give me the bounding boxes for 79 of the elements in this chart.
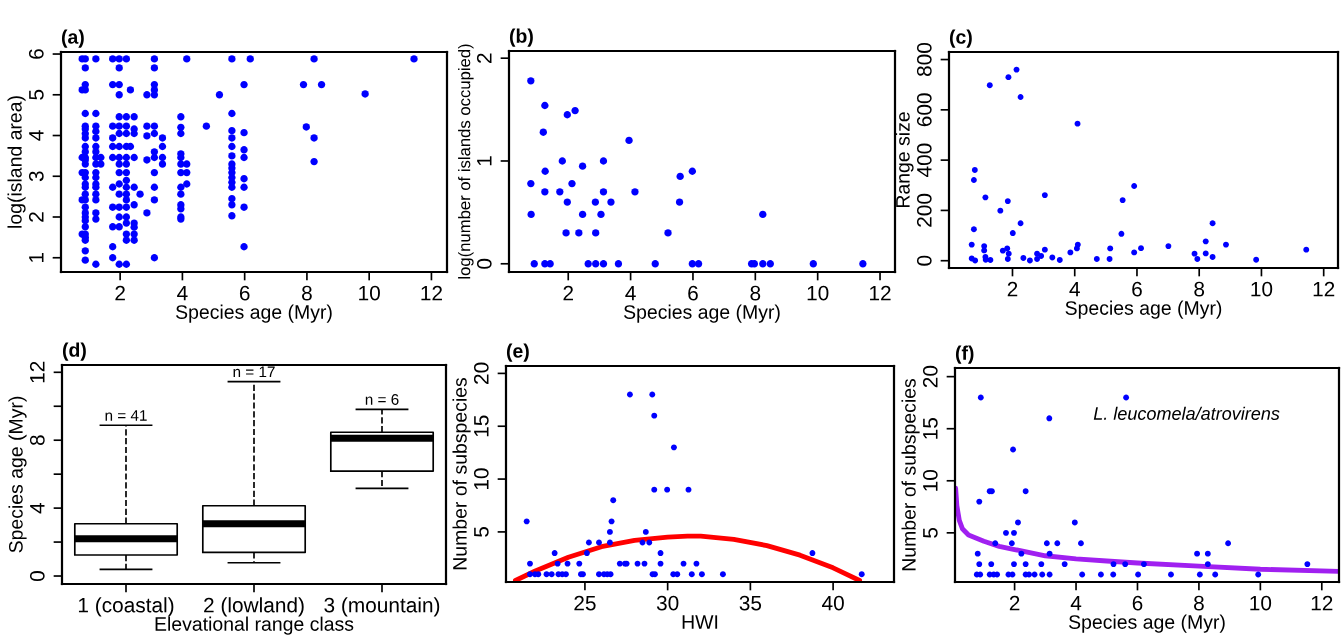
x-tick-label: 2	[1009, 595, 1020, 611]
y-tick-label: 12	[29, 361, 45, 383]
y-tick-label: 1	[477, 156, 492, 166]
y-tick-label: 200	[916, 193, 932, 227]
x-axis-title: Species age (Myr)	[176, 304, 332, 323]
chart-title: (b)	[509, 28, 533, 47]
x-tick-label: 10	[1250, 595, 1272, 611]
x-tick-label: 12	[421, 285, 442, 301]
x-tick-label: 40	[822, 595, 844, 611]
chart-title: (e)	[506, 343, 529, 362]
y-tick-label: 400	[916, 143, 932, 178]
chart-title: (d)	[62, 342, 86, 361]
y-tick-label: 10	[473, 468, 489, 490]
x-tick-label: 2 (lowland)	[204, 597, 304, 617]
x-tick-label: 6	[1132, 281, 1142, 297]
chart-title: (c)	[949, 29, 972, 48]
y-tick-label: 3	[28, 171, 44, 182]
x-axis-title: Species age (Myr)	[1069, 614, 1225, 633]
y-tick-label: 5	[923, 527, 938, 538]
y-tick-label: 5	[474, 526, 489, 537]
y-tick-label: 20	[473, 362, 489, 384]
x-tick-label: 2	[1007, 281, 1018, 297]
y-tick-label: 800	[916, 42, 932, 77]
y-tick-label: 0	[476, 258, 492, 269]
y-tick-label: 8	[29, 435, 45, 446]
x-axis-title: HWI	[682, 615, 718, 629]
x-tick-label: 6	[239, 285, 250, 301]
x-tick-label: 12	[1311, 595, 1333, 611]
y-tick-label: 1	[29, 252, 44, 262]
x-tick-label: 1 (coastal)	[78, 597, 174, 617]
x-tick-label: 4	[177, 285, 188, 301]
x-tick-label: 10	[807, 285, 829, 301]
x-tick-label: 30	[656, 595, 679, 611]
x-tick-label: 4	[1069, 281, 1080, 297]
x-tick-label: 10	[1251, 281, 1273, 297]
y-tick-label: 4	[30, 502, 45, 514]
x-axis-title: Species age (Myr)	[624, 304, 780, 323]
y-tick-label: 20	[922, 365, 938, 388]
chart-title: (a)	[61, 29, 84, 48]
y-tick-label: 2	[28, 212, 44, 222]
y-tick-label: 4	[29, 130, 44, 141]
y-axis-title: Species age (Myr)	[8, 396, 27, 553]
x-tick-label: 12	[1313, 281, 1335, 297]
x-tick-label: 2	[115, 285, 125, 301]
x-axis-title: Elevational range class	[155, 616, 354, 635]
annotation: n = 17	[233, 366, 275, 378]
y-axis-title: Range size	[895, 112, 914, 208]
x-tick-label: 25	[574, 595, 596, 611]
y-tick-label: 600	[916, 93, 932, 127]
y-tick-label: 15	[923, 418, 938, 439]
y-axis-title: log(island area)	[7, 96, 26, 228]
y-axis-title: log(number of islands occupied)	[458, 44, 474, 279]
x-tick-label: 4	[625, 285, 636, 301]
y-tick-label: 0	[916, 255, 932, 266]
x-tick-label: 2	[563, 285, 573, 301]
y-axis-title: Number of subspecies	[452, 377, 471, 570]
y-tick-label: 10	[922, 470, 938, 491]
x-tick-label: 6	[688, 285, 698, 301]
x-tick-label: 8	[302, 285, 312, 301]
annotation: L. leucomela/atrovirens	[1093, 406, 1280, 420]
y-tick-label: 6	[28, 49, 44, 59]
chart-title: (f)	[955, 345, 974, 364]
x-tick-label: 8	[1194, 595, 1204, 611]
x-tick-label: 12	[870, 285, 891, 301]
annotation: n = 6	[365, 394, 399, 405]
y-tick-label: 0	[29, 571, 45, 581]
x-tick-label: 10	[359, 285, 380, 301]
y-tick-label: 2	[476, 53, 492, 63]
x-tick-label: 8	[750, 285, 761, 301]
annotation: n = 41	[105, 410, 147, 421]
x-axis-title: Species age (Myr)	[1065, 300, 1222, 319]
x-tick-label: 4	[1070, 595, 1082, 611]
y-axis-title: Number of subspecies	[901, 378, 920, 571]
x-tick-label: 8	[1194, 281, 1205, 297]
x-tick-label: 6	[1132, 595, 1143, 611]
y-tick-label: 5	[29, 89, 44, 100]
x-tick-label: 35	[739, 595, 762, 611]
y-tick-label: 15	[474, 415, 489, 437]
x-tick-label: 3 (mountain)	[324, 597, 440, 617]
